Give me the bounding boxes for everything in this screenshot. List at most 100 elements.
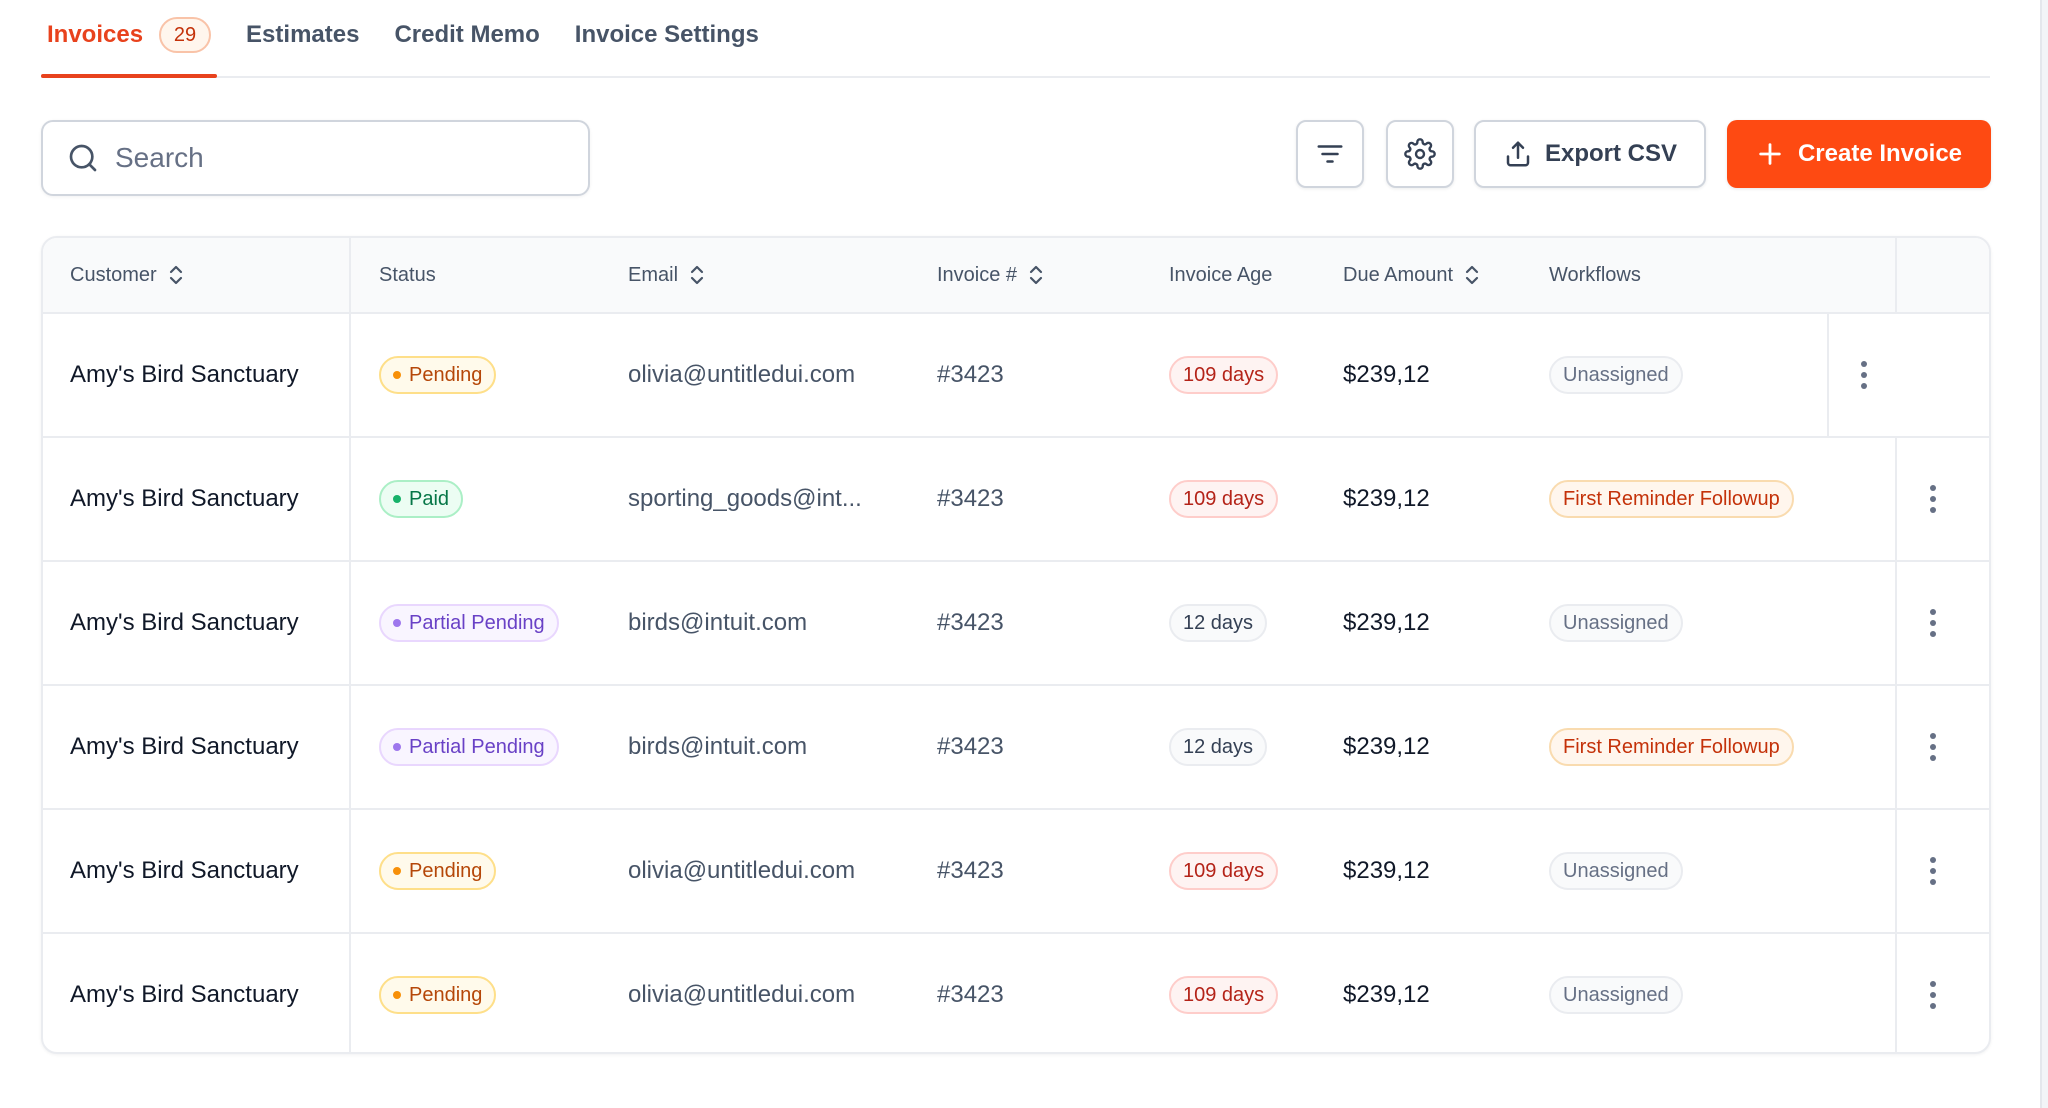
invoice-age-cell: 109 days: [1169, 810, 1279, 932]
create-invoice-label: Create Invoice: [1797, 140, 1963, 167]
email-cell: olivia@untitledui.com: [628, 857, 856, 884]
tab-invoice-settings-label: Invoice Settings: [574, 21, 759, 48]
plus-icon: [1759, 143, 1781, 165]
status-cell: Paid: [379, 438, 464, 560]
status-dot-icon: [393, 371, 401, 379]
tab-credit-memo-label: Credit Memo: [394, 21, 540, 48]
workflow-cell: Unassigned: [1549, 934, 1683, 1052]
column-header-workflows: Workflows: [1549, 238, 1641, 312]
invoice-age-badge: 109 days: [1169, 852, 1279, 890]
invoice-number[interactable]: #3423: [937, 857, 1004, 884]
more-vertical-icon: [1930, 485, 1936, 513]
row-actions-button[interactable]: [1918, 438, 1948, 560]
workflow-badge[interactable]: First Reminder Followup: [1549, 728, 1794, 766]
table-row[interactable]: Amy's Bird Sanctuary Partial Pending birds…: [43, 562, 1989, 686]
table-row[interactable]: Amy's Bird Sanctuary Pending olivia@untitl…: [43, 810, 1989, 934]
sort-icon[interactable]: [167, 263, 185, 287]
row-actions-button[interactable]: [1918, 810, 1948, 932]
table-row[interactable]: Amy's Bird Sanctuary Pending olivia@untitl…: [43, 934, 1989, 1052]
status-badge: Partial Pending: [379, 728, 559, 766]
table-row[interactable]: Amy's Bird Sanctuary Partial Pending birds…: [43, 686, 1989, 810]
gear-icon: [1404, 138, 1436, 170]
status-cell: Pending: [379, 314, 497, 436]
row-actions-button[interactable]: [1849, 314, 1879, 436]
customer-name[interactable]: Amy's Bird Sanctuary: [70, 733, 299, 760]
more-vertical-icon: [1930, 733, 1936, 761]
workflow-badge[interactable]: Unassigned: [1549, 976, 1683, 1014]
email-cell: sporting_goods@int...: [628, 485, 862, 512]
row-actions-button[interactable]: [1918, 686, 1948, 808]
tab-bar: Invoices 29 Estimates Credit Memo Invoic…: [41, 0, 1990, 78]
table-row[interactable]: Amy's Bird Sanctuary Paid sporting_goods@i…: [43, 438, 1989, 562]
status-dot-icon: [393, 495, 401, 503]
settings-button[interactable]: [1386, 120, 1454, 188]
customer-name[interactable]: Amy's Bird Sanctuary: [70, 981, 299, 1008]
sort-icon[interactable]: [1463, 263, 1481, 287]
invoice-age-cell: 109 days: [1169, 934, 1279, 1052]
column-header-email[interactable]: Email: [628, 238, 706, 312]
customer-name[interactable]: Amy's Bird Sanctuary: [70, 609, 299, 636]
workflow-cell: Unassigned: [1549, 562, 1683, 684]
actions-column-divider: [1895, 238, 1897, 312]
tab-invoice-settings[interactable]: Invoice Settings: [569, 0, 765, 76]
email-cell: birds@intuit.com: [628, 609, 808, 636]
invoice-age-badge: 109 days: [1169, 356, 1279, 394]
invoice-age-badge: 109 days: [1169, 976, 1279, 1014]
tab-credit-memo[interactable]: Credit Memo: [388, 0, 545, 76]
status-dot-icon: [393, 991, 401, 999]
invoice-age-badge: 109 days: [1169, 480, 1279, 518]
search-icon: [69, 144, 97, 172]
status-cell: Pending: [379, 934, 497, 1052]
column-header-email-label: Email: [628, 263, 679, 286]
customer-name[interactable]: Amy's Bird Sanctuary: [70, 361, 299, 388]
invoice-number[interactable]: #3423: [937, 609, 1004, 636]
status-dot-icon: [393, 867, 401, 875]
row-actions-button[interactable]: [1918, 562, 1948, 684]
more-vertical-icon: [1861, 361, 1867, 389]
sort-icon[interactable]: [1027, 263, 1045, 287]
export-csv-button[interactable]: Export CSV: [1474, 120, 1706, 188]
workflow-badge[interactable]: Unassigned: [1549, 356, 1683, 394]
customer-name[interactable]: Amy's Bird Sanctuary: [70, 857, 299, 884]
invoice-age-cell: 12 days: [1169, 686, 1268, 808]
workflow-badge[interactable]: First Reminder Followup: [1549, 480, 1794, 518]
invoice-number[interactable]: #3423: [937, 981, 1004, 1008]
create-invoice-button[interactable]: Create Invoice: [1727, 120, 1991, 188]
column-header-status: Status: [379, 238, 436, 312]
workflow-badge[interactable]: Unassigned: [1549, 604, 1683, 642]
column-divider: [349, 238, 351, 1052]
tab-estimates[interactable]: Estimates: [240, 0, 365, 76]
tab-invoices[interactable]: Invoices 29: [41, 0, 218, 78]
more-vertical-icon: [1930, 609, 1936, 637]
invoice-number[interactable]: #3423: [937, 733, 1004, 760]
search-input[interactable]: [113, 141, 557, 175]
workflow-cell: Unassigned: [1549, 810, 1683, 932]
due-amount: $239,12: [1343, 981, 1430, 1008]
email-cell: birds@intuit.com: [628, 733, 808, 760]
sort-icon[interactable]: [688, 263, 706, 287]
row-actions-button[interactable]: [1918, 934, 1948, 1052]
status-badge: Paid: [379, 480, 464, 518]
customer-name[interactable]: Amy's Bird Sanctuary: [70, 485, 299, 512]
search-box[interactable]: [41, 120, 590, 196]
status-dot-icon: [393, 743, 401, 751]
table-row[interactable]: Amy's Bird Sanctuary Pending olivia@untitl…: [43, 314, 1989, 438]
filter-button[interactable]: [1296, 120, 1364, 188]
column-header-due-amount-label: Due Amount: [1343, 263, 1454, 286]
status-badge: Pending: [379, 852, 497, 890]
due-amount: $239,12: [1343, 361, 1430, 388]
column-header-due-amount[interactable]: Due Amount: [1343, 238, 1481, 312]
scrollbar-track[interactable]: [2040, 0, 2048, 1108]
workflow-badge[interactable]: Unassigned: [1549, 852, 1683, 890]
email-cell: olivia@untitledui.com: [628, 981, 856, 1008]
invoice-number[interactable]: #3423: [937, 485, 1004, 512]
due-amount: $239,12: [1343, 609, 1430, 636]
status-badge: Pending: [379, 976, 497, 1014]
column-header-customer[interactable]: Customer: [70, 238, 185, 312]
status-cell: Partial Pending: [379, 686, 559, 808]
status-badge: Pending: [379, 356, 497, 394]
column-header-invoice[interactable]: Invoice #: [937, 238, 1045, 312]
invoice-number[interactable]: #3423: [937, 361, 1004, 388]
invoice-age-cell: 12 days: [1169, 562, 1268, 684]
workflow-cell: Unassigned: [1549, 314, 1683, 436]
